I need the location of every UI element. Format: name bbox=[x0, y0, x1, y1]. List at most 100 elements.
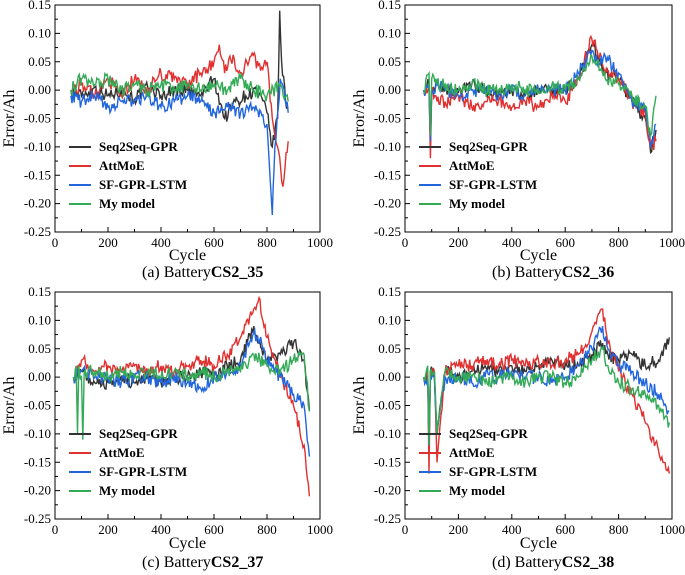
x-tick-label: 200 bbox=[449, 522, 469, 537]
series-group bbox=[423, 308, 670, 474]
x-axis-label: Cycle bbox=[520, 535, 557, 552]
x-tick-label: 0 bbox=[402, 522, 409, 537]
x-tick-label: 600 bbox=[555, 235, 575, 250]
x-tick-label: 0 bbox=[402, 235, 409, 250]
y-tick-label: 0.15 bbox=[28, 284, 51, 299]
y-tick-label: -0.25 bbox=[374, 511, 401, 526]
y-axis-label: Error/Ah bbox=[351, 377, 368, 435]
y-tick-label: 0.15 bbox=[28, 0, 51, 12]
y-axis-label: Error/Ah bbox=[1, 90, 18, 148]
x-tick-label: 0 bbox=[52, 235, 59, 250]
panel-caption: (d) BatteryCS2_38 bbox=[492, 554, 614, 571]
y-tick-label: -0.10 bbox=[24, 139, 51, 154]
y-tick-label: -0.15 bbox=[374, 454, 401, 469]
x-tick-label: 800 bbox=[609, 235, 629, 250]
y-tick-label: -0.10 bbox=[24, 426, 51, 441]
series-line-my-model bbox=[70, 71, 289, 102]
series-line-attmoe bbox=[72, 295, 311, 497]
chart-panel-d: 0 200 400 600 800 1000 -0.25 -0.20 -0.15 -0.10 -0.… bbox=[351, 284, 685, 571]
y-tick-label: 0.05 bbox=[378, 54, 401, 69]
chart-panel-b: 0 200 400 600 800 1000 -0.25 -0.20 -0.15 -0.10 -0.… bbox=[351, 0, 685, 281]
legend-entry: Seq2Seq-GPR bbox=[449, 426, 528, 441]
y-tick-label: 0.05 bbox=[378, 341, 401, 356]
series-group bbox=[72, 295, 311, 497]
y-tick-label: -0.20 bbox=[24, 483, 51, 498]
x-tick-label: 800 bbox=[609, 522, 629, 537]
legend-entry: My model bbox=[99, 196, 155, 211]
panel-caption: (c) BatteryCS2_37 bbox=[142, 554, 263, 571]
series-line-sf-gpr-lstm bbox=[423, 325, 670, 446]
y-tick-label: 0.10 bbox=[28, 25, 51, 40]
y-tick-label: -0.05 bbox=[374, 111, 401, 126]
y-tick-label: -0.20 bbox=[24, 196, 51, 211]
x-tick-label: 600 bbox=[204, 235, 224, 250]
x-tick-label: 800 bbox=[257, 235, 277, 250]
plot-frame bbox=[54, 291, 321, 520]
y-tick-label: -0.20 bbox=[374, 196, 401, 211]
series-line-my-model bbox=[423, 345, 670, 446]
series-line-my-model bbox=[72, 350, 311, 440]
y-tick-label: -0.15 bbox=[374, 167, 401, 182]
plot-frame bbox=[404, 291, 673, 520]
y-tick-label: -0.10 bbox=[374, 426, 401, 441]
y-tick-label: -0.10 bbox=[374, 139, 401, 154]
y-tick-label: -0.05 bbox=[24, 398, 51, 413]
x-tick-label: 1000 bbox=[307, 235, 333, 250]
plot-frame bbox=[404, 4, 673, 233]
y-axis-label: Error/Ah bbox=[351, 90, 368, 148]
y-tick-label: -0.05 bbox=[374, 398, 401, 413]
legend-entry: My model bbox=[449, 196, 505, 211]
chart-panel-c: 0 200 400 600 800 1000 -0.25 -0.20 -0.15 -0.10 -0.… bbox=[1, 284, 333, 571]
series-line-sf-gpr-lstm bbox=[70, 78, 289, 216]
x-tick-label: 1000 bbox=[659, 235, 685, 250]
y-tick-label: 0.10 bbox=[378, 312, 401, 327]
y-tick-label: -0.05 bbox=[24, 111, 51, 126]
y-tick-label: -0.25 bbox=[24, 224, 51, 239]
series-line-attmoe bbox=[423, 34, 657, 159]
y-tick-label: -0.20 bbox=[374, 483, 401, 498]
x-tick-label: 1000 bbox=[307, 522, 333, 537]
legend-entry: Seq2Seq-GPR bbox=[99, 139, 178, 154]
x-tick-label: 400 bbox=[151, 235, 171, 250]
x-tick-label: 0 bbox=[52, 522, 59, 537]
series-line-attmoe bbox=[70, 44, 289, 187]
series-line-my-model bbox=[423, 53, 657, 138]
legend-entry: SF-GPR-LSTM bbox=[99, 464, 187, 479]
legend-entry: SF-GPR-LSTM bbox=[449, 464, 537, 479]
y-tick-label: -0.25 bbox=[24, 511, 51, 526]
x-tick-label: 400 bbox=[502, 235, 522, 250]
x-tick-label: 600 bbox=[555, 522, 575, 537]
legend-entry: My model bbox=[449, 483, 505, 498]
legend-entry: AttMoE bbox=[99, 158, 145, 173]
x-tick-label: 200 bbox=[98, 235, 118, 250]
panel-caption: (b) BatteryCS2_36 bbox=[492, 264, 614, 281]
series-group bbox=[423, 34, 657, 159]
y-tick-label: 0.15 bbox=[378, 284, 401, 299]
legend-entry: My model bbox=[99, 483, 155, 498]
legend-entry: SF-GPR-LSTM bbox=[449, 177, 537, 192]
y-tick-label: 0.05 bbox=[28, 54, 51, 69]
y-axis-label: Error/Ah bbox=[1, 377, 18, 435]
y-tick-label: -0.15 bbox=[24, 454, 51, 469]
y-tick-label: 0.00 bbox=[28, 369, 51, 384]
legend-entry: AttMoE bbox=[449, 158, 495, 173]
x-axis-label: Cycle bbox=[169, 535, 206, 552]
x-tick-label: 200 bbox=[449, 235, 469, 250]
series-group bbox=[70, 10, 289, 216]
y-tick-label: -0.15 bbox=[24, 167, 51, 182]
legend-entry: AttMoE bbox=[99, 445, 145, 460]
x-axis-label: Cycle bbox=[169, 247, 206, 264]
series-line-seq2seq-gpr bbox=[423, 337, 670, 451]
y-tick-label: -0.25 bbox=[374, 224, 401, 239]
x-tick-label: 400 bbox=[502, 522, 522, 537]
x-tick-label: 800 bbox=[257, 522, 277, 537]
x-tick-label: 200 bbox=[98, 522, 118, 537]
x-tick-label: 1000 bbox=[659, 522, 685, 537]
y-tick-label: 0.10 bbox=[378, 25, 401, 40]
x-tick-label: 400 bbox=[151, 522, 171, 537]
panel-caption: (a) BatteryCS2_35 bbox=[142, 264, 263, 281]
y-tick-label: 0.00 bbox=[378, 369, 401, 384]
y-tick-label: 0.00 bbox=[378, 82, 401, 97]
series-line-sf-gpr-lstm bbox=[423, 49, 657, 148]
